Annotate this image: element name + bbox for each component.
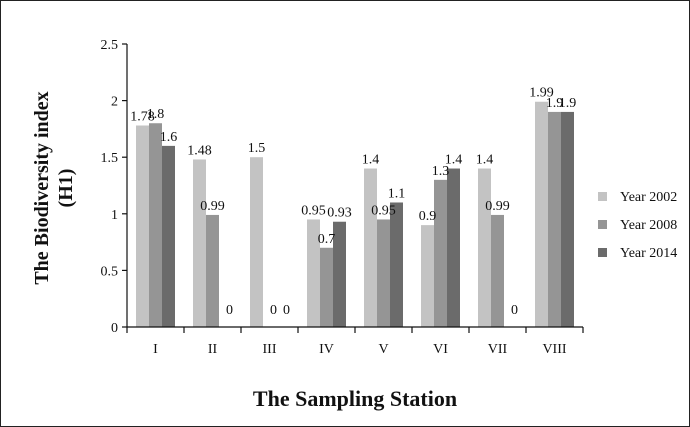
bar-IV-series-3	[333, 221, 346, 327]
bar-VIII-series-1	[535, 101, 548, 328]
y-tick-label: 2	[111, 95, 118, 110]
bar-I-series-2	[149, 123, 162, 328]
legend: Year 2002 Year 2008 Year 2014	[598, 190, 677, 261]
data-label-VI-series-3: 1.4	[445, 153, 463, 168]
data-label-VIII-series-2: 1.9	[546, 96, 564, 111]
data-label-VII-series-1: 1.4	[476, 153, 494, 168]
bar-VII-series-2	[491, 214, 504, 327]
data-label-V-series-3: 1.1	[388, 186, 406, 201]
x-axis-title: The Sampling Station	[253, 386, 457, 411]
legend-label-series-2: Year 2008	[620, 218, 677, 233]
data-label-II-series-3: 0	[226, 303, 233, 318]
data-label-IV-series-2: 0.7	[318, 232, 336, 247]
data-label-VII-series-2: 0.99	[485, 199, 510, 214]
legend-swatch-series-3	[598, 248, 607, 257]
y-tick-label: 0.5	[101, 264, 119, 279]
bar-I-series-1	[136, 125, 149, 327]
x-tick-label-I: I	[153, 342, 158, 357]
data-label-I-series-3: 1.6	[160, 130, 178, 145]
data-label-II-series-2: 0.99	[200, 199, 225, 214]
x-tick-label-V: V	[378, 342, 388, 357]
legend-swatch-series-1	[598, 192, 607, 201]
bar-VI-series-2	[434, 179, 447, 327]
bar-V-series-2	[377, 219, 390, 327]
axes-layer: 00.511.522.5I II III IV V VI VII VIII	[101, 38, 584, 357]
bar-II-series-1	[193, 159, 206, 327]
data-label-I-series-1: 1.78	[130, 110, 155, 125]
bar-VIII-series-2	[548, 111, 561, 327]
bar-VII-series-1	[478, 168, 491, 327]
data-label-IV-series-3: 0.93	[327, 206, 352, 221]
y-tick-label: 2.5	[101, 38, 119, 53]
y-tick-label: 1	[111, 208, 118, 223]
x-tick-label-VII: VII	[488, 342, 508, 357]
data-label-V-series-1: 1.4	[362, 153, 380, 168]
data-label-III-series-1: 1.5	[248, 141, 266, 156]
y-axis-title-unit: (H1)	[55, 169, 77, 208]
bar-III-series-1	[250, 157, 263, 327]
data-label-III-series-3: 0	[283, 303, 290, 318]
y-axis-title: The Biodiversity index	[31, 91, 53, 284]
bar-V-series-1	[364, 168, 377, 327]
bar-IV-series-2	[320, 247, 333, 327]
data-label-VII-series-3: 0	[511, 303, 518, 318]
data-label-VIII-series-3: 1.9	[559, 96, 577, 111]
bar-V-series-3	[390, 202, 403, 327]
data-label-VIII-series-1: 1.99	[529, 86, 554, 101]
x-tick-label-VIII: VIII	[542, 342, 566, 357]
data-label-III-series-2: 0	[270, 303, 277, 318]
bar-IV-series-1	[307, 219, 320, 327]
bars-layer	[136, 101, 574, 328]
bar-VI-series-3	[447, 168, 460, 327]
data-label-II-series-1: 1.48	[187, 143, 212, 158]
bar-I-series-3	[162, 145, 175, 327]
x-tick-label-IV: IV	[319, 342, 334, 357]
x-tick-label-VI: VI	[433, 342, 448, 357]
bar-VIII-series-3	[561, 111, 574, 327]
data-labels-layer: 1.78 1.48 1.5 0.95 1.4 0.9 1.4 1.99 1.8 0.99 0 0.7 0…	[130, 86, 576, 318]
y-tick-label: 1.5	[101, 151, 119, 166]
legend-label-series-1: Year 2002	[620, 190, 677, 205]
bar-VI-series-1	[421, 225, 434, 327]
data-label-I-series-2: 1.8	[147, 107, 165, 122]
legend-label-series-3: Year 2014	[620, 246, 677, 261]
y-tick-label: 0	[111, 321, 118, 336]
x-tick-label-III: III	[263, 342, 277, 357]
data-label-VI-series-2: 1.3	[432, 164, 450, 179]
x-tick-label-II: II	[208, 342, 218, 357]
bar-II-series-2	[206, 214, 219, 327]
data-label-VI-series-1: 0.9	[419, 209, 437, 224]
legend-swatch-series-2	[598, 220, 607, 229]
data-label-V-series-2: 0.95	[371, 203, 396, 218]
data-label-IV-series-1: 0.95	[301, 203, 326, 218]
